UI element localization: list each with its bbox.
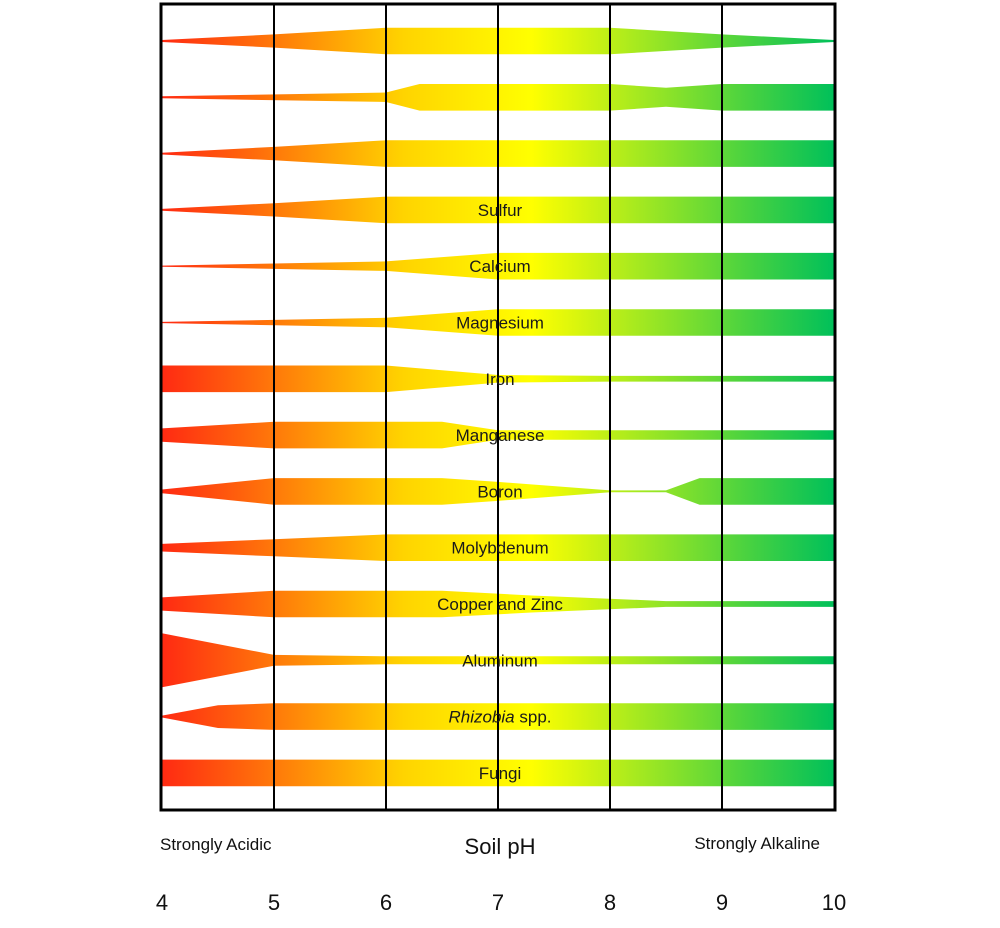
band-label-10: Molybdenum: [451, 539, 548, 558]
band-labels: Sulfur Calcium Magnesium Iron Manganese Boron…: [437, 201, 563, 783]
acidic-end-label: Strongly Acidic: [160, 835, 272, 854]
band-label-14: Fungi: [479, 764, 522, 783]
tick-label-ph-4: 4: [156, 890, 168, 915]
tick-label-ph-8: 8: [604, 890, 616, 915]
band-label-9: Boron: [477, 482, 522, 501]
plot-frame: [159, 2, 837, 812]
band-label-8: Manganese: [456, 426, 545, 445]
tick-label-ph-6: 6: [380, 890, 392, 915]
tick-label-ph-7: 7: [492, 890, 504, 915]
band-label-11: Copper and Zinc: [437, 595, 563, 614]
x-tick-labels: 4 5 6 7 8 9 10: [156, 890, 846, 915]
x-axis-title: Soil pH: [465, 834, 536, 859]
tick-label-ph-9: 9: [716, 890, 728, 915]
alkaline-end-label: Strongly Alkaline: [694, 834, 820, 853]
band-label-13: Rhizobia spp.: [448, 708, 551, 727]
band-label-6: Magnesium: [456, 314, 544, 333]
tick-label-ph-5: 5: [268, 890, 280, 915]
ph-gridlines: [273, 4, 723, 810]
band-label-5: Calcium: [469, 257, 530, 276]
band-label-4: Sulfur: [478, 201, 523, 220]
band-label-7: Iron: [485, 370, 514, 389]
tick-label-ph-10: 10: [822, 890, 846, 915]
band-label-12: Aluminum: [462, 651, 538, 670]
